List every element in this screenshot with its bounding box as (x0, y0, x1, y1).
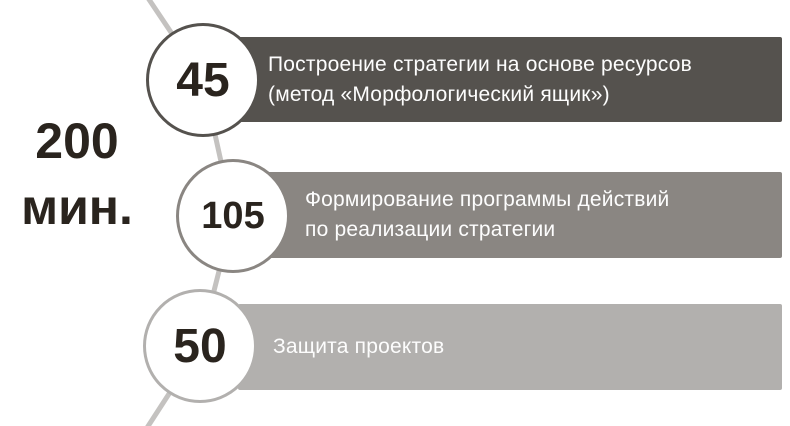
minutes-circle-2: 105 (176, 159, 290, 273)
minutes-value: 45 (176, 53, 230, 107)
minutes-circle-1: 45 (146, 23, 260, 137)
total-time-unit: мин. (21, 179, 133, 235)
minutes-value: 50 (173, 319, 227, 373)
bar-label-line2: (метод «Морфологический ящик») (268, 82, 610, 106)
bar-label-line2: по реализации стратегии (305, 218, 556, 241)
total-time-value: 200 (35, 113, 119, 169)
agenda-bar-strategy-building: Построение стратегии на основе ресурсов … (238, 37, 782, 122)
bar-label-line1: Формирование программы действий (305, 188, 670, 211)
minutes-value: 105 (201, 194, 265, 237)
total-time-label: 200 мин. (12, 108, 142, 240)
bar-label-line1: Построение стратегии на основе ресурсов (268, 52, 692, 76)
minutes-circle-3: 50 (143, 289, 257, 403)
agenda-bar-project-defense: Защита проектов (238, 304, 782, 390)
agenda-bar-action-program: Формирование программы действий по реали… (238, 172, 782, 258)
bar-label-line1: Защита проектов (273, 335, 445, 358)
